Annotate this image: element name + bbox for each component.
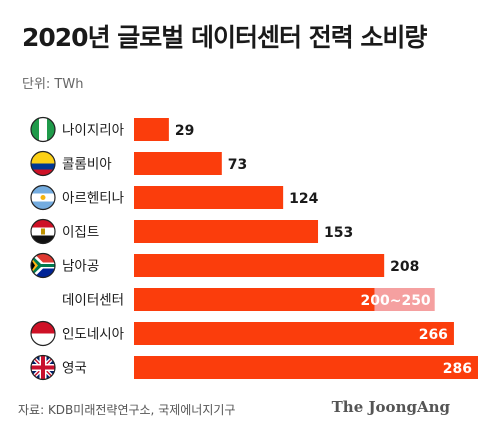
category-label: 나이지리아 [62, 123, 125, 139]
south-africa-flag-icon [30, 252, 56, 279]
category-label: 데이터센터 [62, 293, 124, 309]
category-label: 인도네시아 [62, 327, 125, 343]
category-label: 아르헨티나 [62, 191, 124, 207]
data-label: 29 [175, 123, 194, 139]
range-bar [374, 288, 435, 311]
indonesia-flag-icon [30, 320, 56, 347]
bar [134, 186, 284, 209]
bar [134, 322, 454, 345]
bar [134, 118, 169, 141]
bar [134, 356, 478, 379]
uk-flag-icon [30, 354, 56, 381]
data-label: 286 [443, 361, 472, 377]
category-label: 남아공 [62, 259, 99, 275]
brand-logo: The JoongAng [331, 398, 450, 416]
argentina-flag-icon [30, 184, 56, 211]
bar [134, 220, 319, 243]
colombia-flag-icon [30, 150, 56, 177]
bar [134, 152, 222, 175]
data-label: 153 [324, 225, 353, 241]
data-label: 200~250 [361, 293, 431, 309]
bar [134, 288, 375, 311]
egypt-flag-icon [30, 218, 56, 245]
nigeria-flag-icon [30, 116, 56, 143]
data-label: 266 [419, 327, 448, 343]
data-label: 73 [228, 157, 247, 173]
data-label: 208 [390, 259, 419, 275]
page-title: 2020년 글로벌 데이터센터 전력 소비량 [22, 23, 427, 52]
unit-label: 단위: TWh [22, 77, 84, 92]
category-label: 이집트 [62, 225, 99, 241]
bar [134, 254, 385, 277]
category-label: 콜롬비아 [62, 157, 112, 173]
source-note: 자료: KDB미래전략연구소, 국제에너지기구 [18, 403, 236, 417]
category-label: 영국 [62, 361, 87, 377]
data-label: 124 [289, 191, 318, 207]
